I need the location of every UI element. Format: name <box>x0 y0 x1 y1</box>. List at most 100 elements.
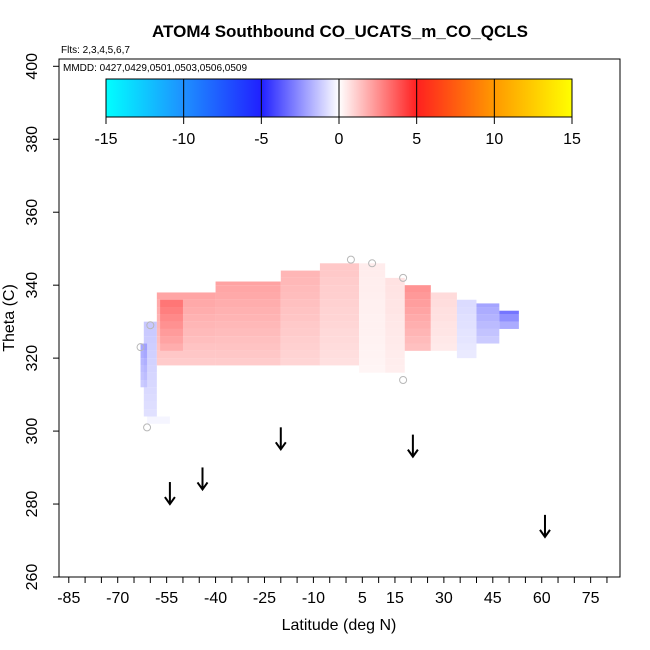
x-tick-label: -85 <box>57 590 80 607</box>
data-cell <box>140 372 148 381</box>
x-tick-label: -10 <box>302 590 325 607</box>
data-cell <box>140 365 148 373</box>
data-cell <box>215 328 281 337</box>
data-cell <box>359 299 386 308</box>
data-cell <box>359 350 386 359</box>
data-cell <box>319 285 360 293</box>
x-tick-label: 45 <box>484 590 502 607</box>
data-cell <box>385 328 405 337</box>
data-cell <box>499 310 519 315</box>
data-cell <box>143 336 157 344</box>
data-cell <box>499 321 519 329</box>
data-cell <box>430 343 457 351</box>
data-cells <box>140 263 519 424</box>
data-cell <box>280 299 320 308</box>
data-cell <box>404 292 431 300</box>
data-cell <box>319 321 360 329</box>
data-cell <box>385 358 405 366</box>
data-cell <box>160 343 183 351</box>
data-cell <box>359 328 386 337</box>
data-cell <box>280 358 320 366</box>
data-cell <box>476 307 500 315</box>
data-cell <box>280 307 320 315</box>
y-tick-label: 340 <box>24 272 41 299</box>
data-cell <box>476 328 500 337</box>
data-cell <box>215 358 281 366</box>
x-tick-label: 30 <box>435 590 453 607</box>
data-cell <box>143 380 157 388</box>
data-cell <box>385 336 405 344</box>
data-cell <box>143 387 157 395</box>
data-cell <box>143 343 157 351</box>
data-cell <box>319 336 360 344</box>
data-cell <box>456 343 477 351</box>
data-cell <box>359 314 386 322</box>
data-cell <box>359 270 386 278</box>
x-axis-label: Latitude (deg N) <box>282 617 397 634</box>
data-cell <box>359 292 386 300</box>
data-cell <box>156 314 216 322</box>
data-cell <box>215 299 281 308</box>
data-cell <box>215 336 281 344</box>
data-cell <box>456 299 477 308</box>
data-cell <box>160 299 183 308</box>
data-cell <box>385 307 405 315</box>
data-cell <box>280 285 320 293</box>
data-cell <box>280 292 320 300</box>
data-cell <box>456 336 477 344</box>
data-cell <box>156 321 216 329</box>
data-cell <box>359 307 386 315</box>
data-cell <box>404 343 431 351</box>
data-cell <box>280 321 320 329</box>
data-cell <box>280 350 320 359</box>
x-tick-label: 60 <box>533 590 551 607</box>
arrow-head <box>196 481 209 492</box>
data-cell <box>160 328 183 337</box>
data-cell <box>404 285 431 293</box>
data-cell <box>404 336 431 344</box>
x-tick-label: 15 <box>386 590 404 607</box>
data-cell <box>359 321 386 329</box>
data-cell <box>430 314 457 322</box>
data-cell <box>156 292 216 300</box>
profile-marker <box>368 259 377 268</box>
data-cell <box>156 358 216 366</box>
data-cell <box>215 281 281 286</box>
data-cell <box>143 409 157 417</box>
data-cell <box>280 336 320 344</box>
data-cell <box>215 285 281 293</box>
flight-direction-arrows <box>164 427 551 539</box>
data-cell <box>280 314 320 322</box>
data-cell <box>476 303 500 308</box>
data-cell <box>476 321 500 329</box>
data-cell <box>215 343 281 351</box>
y-tick-label: 400 <box>24 53 41 80</box>
data-cell <box>319 263 360 271</box>
data-cell <box>215 350 281 359</box>
arrow-head <box>407 449 419 459</box>
data-cell <box>156 336 216 344</box>
data-cell <box>456 314 477 322</box>
y-axis: 260 280 300 320 340 360 380 400 <box>24 53 59 590</box>
profile-marker <box>143 423 152 432</box>
data-cell <box>456 350 477 359</box>
y-tick-label: 300 <box>24 418 41 445</box>
data-cell <box>143 350 157 359</box>
colorbar-tick-label: -5 <box>254 131 268 148</box>
data-cell <box>359 365 386 373</box>
data-cell <box>143 328 157 337</box>
x-tick-label: -55 <box>155 590 178 607</box>
data-cell <box>156 343 216 351</box>
data-cell <box>404 321 431 329</box>
arrow-head <box>164 496 176 506</box>
colorbar-tick-label: 0 <box>335 131 344 148</box>
data-cell <box>280 328 320 337</box>
data-cell <box>156 328 216 337</box>
data-cell <box>280 277 320 286</box>
colorbar-tick-label: 10 <box>485 131 503 148</box>
profile-marker <box>146 321 155 330</box>
data-cell <box>385 285 405 293</box>
down-arrow-icon <box>164 482 176 506</box>
data-cell <box>156 299 216 308</box>
profile-marker <box>346 255 355 264</box>
